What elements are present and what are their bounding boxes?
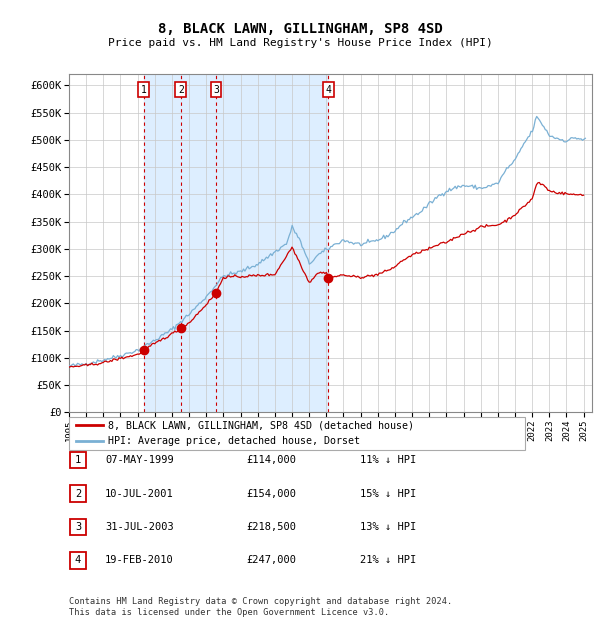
Text: £114,000: £114,000	[246, 455, 296, 465]
Text: 8, BLACK LAWN, GILLINGHAM, SP8 4SD: 8, BLACK LAWN, GILLINGHAM, SP8 4SD	[158, 22, 442, 36]
Text: 3: 3	[213, 84, 219, 95]
Text: 3: 3	[75, 522, 81, 532]
Text: 4: 4	[75, 556, 81, 565]
Text: 15% ↓ HPI: 15% ↓ HPI	[360, 489, 416, 498]
Text: This data is licensed under the Open Government Licence v3.0.: This data is licensed under the Open Gov…	[69, 608, 389, 617]
Text: 2: 2	[178, 84, 184, 95]
Text: 07-MAY-1999: 07-MAY-1999	[105, 455, 174, 465]
Text: 10-JUL-2001: 10-JUL-2001	[105, 489, 174, 498]
Text: HPI: Average price, detached house, Dorset: HPI: Average price, detached house, Dors…	[108, 436, 360, 446]
Text: Contains HM Land Registry data © Crown copyright and database right 2024.: Contains HM Land Registry data © Crown c…	[69, 597, 452, 606]
Text: 2: 2	[75, 489, 81, 498]
Text: 13% ↓ HPI: 13% ↓ HPI	[360, 522, 416, 532]
Text: 1: 1	[140, 84, 146, 95]
Text: 8, BLACK LAWN, GILLINGHAM, SP8 4SD (detached house): 8, BLACK LAWN, GILLINGHAM, SP8 4SD (deta…	[108, 420, 414, 430]
Text: £218,500: £218,500	[246, 522, 296, 532]
Text: Price paid vs. HM Land Registry's House Price Index (HPI): Price paid vs. HM Land Registry's House …	[107, 38, 493, 48]
Text: 4: 4	[325, 84, 331, 95]
Text: 31-JUL-2003: 31-JUL-2003	[105, 522, 174, 532]
Text: £154,000: £154,000	[246, 489, 296, 498]
Text: 11% ↓ HPI: 11% ↓ HPI	[360, 455, 416, 465]
Text: 21% ↓ HPI: 21% ↓ HPI	[360, 556, 416, 565]
Text: £247,000: £247,000	[246, 556, 296, 565]
Text: 19-FEB-2010: 19-FEB-2010	[105, 556, 174, 565]
Text: 1: 1	[75, 455, 81, 465]
Bar	[143, 74, 328, 412]
